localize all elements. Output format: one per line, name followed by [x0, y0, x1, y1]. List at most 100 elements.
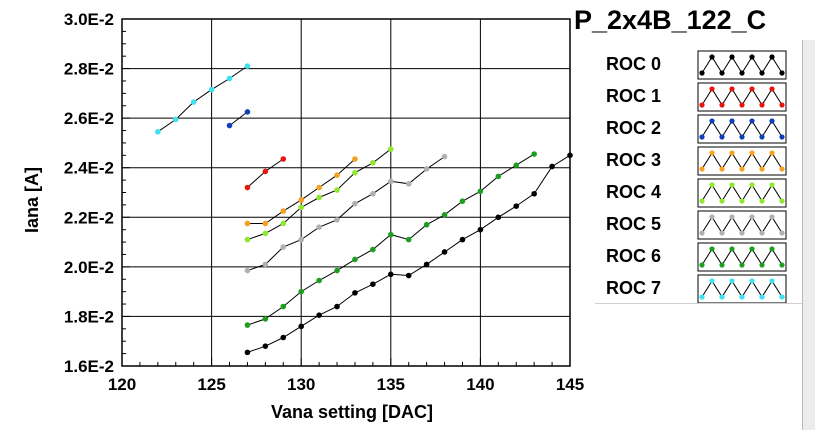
data-point: [567, 152, 573, 159]
data-point: [334, 267, 340, 274]
x-axis-title: Vana setting [DAC]: [271, 402, 433, 422]
series-roc-1: [244, 156, 287, 191]
chart-title: P_2x4B_122_C: [574, 5, 766, 35]
legend-entry: ROC 4: [606, 178, 787, 208]
legend-entry: ROC 1: [606, 82, 787, 112]
data-point: [280, 220, 287, 227]
legend-swatch-marker: [709, 246, 715, 252]
legend-label: ROC 0: [606, 54, 661, 74]
legend-swatch-marker: [699, 262, 705, 268]
series-roc-5: [244, 153, 448, 274]
data-point: [244, 109, 251, 115]
data-point: [262, 230, 269, 237]
data-point: [352, 169, 358, 176]
legend-swatch-marker: [749, 54, 755, 60]
series-roc-3: [244, 156, 358, 227]
data-point: [244, 349, 251, 356]
data-point: [316, 312, 322, 318]
data-point: [155, 128, 161, 135]
legend-swatch-marker: [749, 246, 755, 252]
data-point: [280, 208, 287, 214]
series-roc-0: [244, 152, 573, 356]
legend-swatch-marker: [759, 198, 765, 204]
data-point: [388, 231, 394, 238]
data-point: [477, 226, 484, 233]
series-line: [157, 65, 248, 133]
data-point: [549, 163, 555, 170]
legend-entry: ROC 2: [606, 114, 787, 144]
data-point: [423, 221, 430, 228]
data-point: [388, 271, 394, 278]
y-tick-label: 2.2E-2: [64, 208, 114, 227]
legend-label: ROC 2: [606, 118, 661, 138]
legend-swatch-marker: [749, 214, 755, 220]
data-point: [262, 220, 269, 227]
x-tick-label: 145: [556, 375, 584, 394]
scrollbar[interactable]: [802, 40, 815, 430]
legend-label: ROC 7: [606, 278, 661, 298]
data-point: [244, 184, 251, 191]
data-point: [531, 151, 537, 157]
data-point: [405, 272, 412, 279]
series-roc-4: [244, 146, 394, 243]
legend-swatch-marker: [779, 294, 785, 300]
legend-swatch-marker: [709, 278, 715, 284]
y-tick-label: 2.0E-2: [64, 258, 114, 277]
x-tick-label: 130: [287, 375, 315, 394]
legend-swatch-marker: [719, 294, 725, 300]
data-point: [370, 190, 376, 197]
data-point: [262, 168, 269, 175]
legend-swatch-marker: [699, 70, 705, 76]
y-axis-title: Iana [A]: [22, 167, 42, 233]
data-point: [352, 256, 358, 263]
data-point: [226, 122, 233, 129]
data-point: [513, 203, 520, 209]
legend-swatch-marker: [779, 230, 785, 236]
legend-label: ROC 3: [606, 150, 661, 170]
legend-swatch-marker: [719, 102, 725, 108]
data-point: [477, 188, 484, 195]
legend-swatch-marker: [729, 86, 735, 92]
data-point: [316, 277, 322, 284]
series-roc-7: [155, 63, 251, 135]
legend-swatch-marker: [779, 166, 785, 172]
legend-entry: ROC 5: [606, 210, 787, 240]
data-point: [495, 214, 502, 221]
data-point: [405, 236, 412, 243]
legend-swatch-marker: [719, 230, 725, 236]
data-point: [388, 146, 394, 152]
legend-swatch-marker: [739, 166, 745, 172]
legend-swatch-marker: [699, 102, 705, 108]
data-point: [441, 249, 448, 255]
x-tick-label: 120: [108, 375, 136, 394]
legend-swatch-marker: [779, 134, 785, 140]
data-point: [244, 236, 251, 243]
legend-bottom-area: [595, 303, 802, 431]
legend-swatch-marker: [769, 118, 775, 124]
legend-swatch-marker: [749, 278, 755, 284]
legend-entry: ROC 7: [606, 274, 787, 304]
legend-swatch-marker: [699, 230, 705, 236]
data-point: [370, 281, 376, 288]
data-point: [298, 197, 305, 203]
legend-entry: ROC 6: [606, 242, 787, 272]
legend-swatch-marker: [729, 278, 735, 284]
legend-swatch-marker: [759, 262, 765, 268]
data-point: [370, 159, 376, 166]
data-point: [388, 178, 394, 185]
legend-swatch-marker: [729, 182, 735, 188]
legend-swatch-marker: [719, 198, 725, 204]
data-point: [280, 303, 287, 310]
legend-swatch-marker: [769, 214, 775, 220]
data-point: [441, 153, 448, 160]
legend-label: ROC 1: [606, 86, 661, 106]
legend-canvas: ROC 0 ROC 1 ROC 2 ROC 3 ROC 4 ROC 5 ROC 6 ROC 7: [606, 50, 787, 304]
data-point: [352, 200, 358, 207]
legend-label: ROC 6: [606, 246, 661, 266]
legend-swatch-marker: [709, 54, 715, 60]
data-point: [262, 343, 269, 349]
data-point: [244, 63, 251, 69]
legend-swatch-marker: [749, 86, 755, 92]
legend-swatch-marker: [779, 70, 785, 76]
y-tick-label: 1.6E-2: [64, 357, 114, 376]
